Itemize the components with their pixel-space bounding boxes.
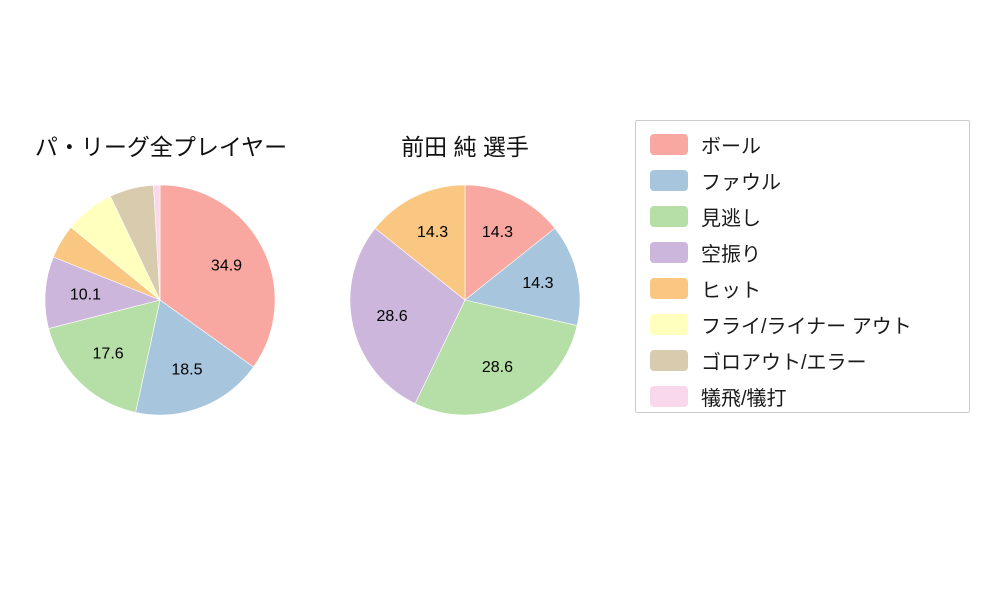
legend-item-2: 見逃し [636,198,969,234]
pie-slice-1 [135,299,254,416]
legend-swatch-icon [650,313,688,335]
legend-item-label: フライ/ライナー アウト [701,315,912,338]
pie-value-label: 10.1 [70,287,101,304]
pie-slice-0 [464,184,556,301]
pie-slice-1 [464,227,581,326]
pie-chart-right: 14.3 14.3 28.6 28.6 14.3 [349,184,581,416]
pie-value-label: 14.3 [417,224,448,241]
chart-title-right: 前田 純 選手 [401,134,529,160]
legend-item-label: ゴロアウト/エラー [701,351,867,374]
legend: ボールファウル見逃し空振りヒットフライ/ライナー アウト ゴロアウト/エラー 犠飛/… [635,120,970,413]
legend-item-6: ゴロアウト/エラー [636,342,969,378]
legend-item-4: ヒット [636,270,969,306]
legend-swatch-icon [650,133,688,155]
pie-slice-3 [349,227,466,405]
legend-swatch-icon [650,349,688,371]
pie-slice-4 [374,184,466,301]
legend-swatch-icon [650,277,688,299]
legend-item-label: ヒット [701,279,761,302]
pie-slice-7 [153,184,161,301]
pie-value-label: 18.5 [171,361,202,378]
pie-value-label: 34.9 [211,257,242,274]
legend-item-5: フライ/ライナー アウト [636,306,969,342]
legend-item-label: 空振り [701,243,761,266]
pie-slice-0 [159,184,276,368]
legend-item-label: 見逃し [701,207,761,230]
pie-value-label: 28.6 [482,359,513,376]
legend-swatch-icon [650,205,688,227]
legend-item-0: ボール [636,126,969,162]
pie-slice-2 [48,299,161,413]
legend-swatch-icon [650,169,688,191]
legend-swatch-icon [650,241,688,263]
legend-item-label: ボール [701,135,761,158]
pie-value-label: 14.3 [522,275,553,292]
pie-value-label: 14.3 [482,224,513,241]
legend-item-7: 犠飛/犠打 [636,378,969,414]
legend-swatch-icon [650,385,688,407]
legend-item-1: ファウル [636,162,969,198]
pie-slice-3 [44,256,161,329]
pie-value-label: 17.6 [93,345,124,362]
legend-item-3: 空振り [636,234,969,270]
legend-item-label: ファウル [701,171,781,194]
pie-slice-2 [414,299,578,416]
pie-chart-left: 34.9 18.5 17.6 10.1 [44,184,276,416]
chart-title-left: パ・リーグ全プレイヤー [34,134,288,160]
legend-item-label: 犠飛/犠打 [701,387,787,410]
pie-value-label: 28.6 [377,308,408,325]
